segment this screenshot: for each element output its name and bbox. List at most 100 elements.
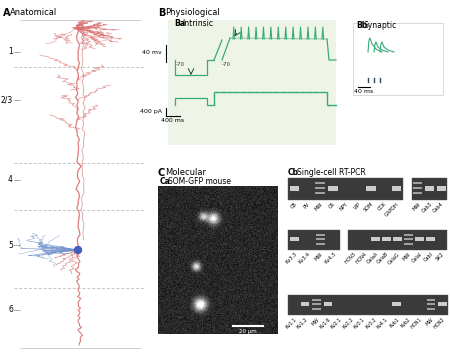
Text: Kvb1: Kvb1: [388, 317, 400, 328]
Bar: [382, 237, 391, 241]
Bar: [168, 20, 336, 145]
Text: CaIaA: CaIaA: [365, 252, 379, 265]
Text: 20 μm: 20 μm: [239, 329, 257, 334]
Bar: [404, 234, 413, 236]
Text: NPY: NPY: [339, 201, 349, 212]
Text: 400 pA: 400 pA: [140, 109, 162, 115]
Circle shape: [75, 247, 81, 253]
Text: HCN4: HCN4: [355, 252, 368, 265]
Bar: [301, 302, 310, 306]
Text: Cab3: Cab3: [420, 201, 433, 214]
Bar: [404, 243, 413, 245]
Bar: [315, 238, 325, 240]
Text: Single-cell RT-PCR: Single-cell RT-PCR: [297, 168, 366, 177]
Text: CB: CB: [289, 201, 298, 210]
Bar: [425, 186, 434, 191]
Bar: [437, 186, 446, 191]
Text: Kv3.3: Kv3.3: [284, 252, 298, 265]
Text: 6: 6: [8, 306, 13, 314]
Text: Kv1.6: Kv1.6: [319, 317, 332, 330]
Bar: [414, 182, 422, 185]
Text: Kv2.2: Kv2.2: [342, 317, 355, 330]
Text: Kv3.1: Kv3.1: [353, 317, 366, 330]
Bar: [289, 186, 299, 191]
Text: Molecular: Molecular: [165, 168, 206, 177]
Text: 40 mv: 40 mv: [142, 50, 162, 55]
Text: Kv2.1: Kv2.1: [330, 317, 343, 330]
Text: 2/3: 2/3: [1, 95, 13, 104]
Bar: [427, 299, 435, 301]
Text: 1: 1: [8, 47, 13, 56]
Bar: [393, 237, 402, 241]
Text: 5: 5: [8, 241, 13, 250]
Bar: [414, 192, 422, 194]
Bar: [438, 302, 447, 306]
Bar: [353, 23, 443, 95]
Bar: [315, 187, 325, 189]
Text: MW: MW: [313, 201, 324, 212]
Text: HCN2: HCN2: [433, 317, 446, 330]
Text: MW: MW: [411, 201, 421, 212]
Text: HCN1: HCN1: [410, 317, 423, 330]
Text: Kv4.1: Kv4.1: [376, 317, 389, 330]
Bar: [415, 237, 424, 241]
Text: PV: PV: [303, 201, 310, 210]
Text: -70: -70: [222, 62, 231, 67]
Bar: [315, 182, 325, 185]
Bar: [427, 303, 435, 305]
Text: MW: MW: [310, 317, 320, 326]
Text: GAPDH: GAPDH: [384, 201, 400, 218]
Text: CR: CR: [328, 201, 336, 210]
Text: B: B: [158, 8, 166, 18]
Bar: [414, 187, 422, 189]
Bar: [328, 186, 338, 191]
Bar: [288, 230, 340, 250]
Bar: [348, 230, 447, 250]
Text: CabI: CabI: [423, 252, 434, 263]
Text: Anatomical: Anatomical: [10, 8, 57, 17]
Text: Physiological: Physiological: [165, 8, 220, 17]
Text: MW: MW: [314, 252, 324, 262]
Text: 400 ms: 400 ms: [162, 118, 184, 123]
Bar: [404, 238, 413, 240]
Bar: [288, 178, 403, 200]
Text: Ca: Ca: [160, 177, 171, 186]
Bar: [392, 186, 401, 191]
Text: Synaptic: Synaptic: [364, 21, 397, 30]
Bar: [315, 234, 325, 236]
Bar: [412, 178, 447, 200]
Text: SOM-GFP mouse: SOM-GFP mouse: [168, 177, 231, 186]
Text: VIP: VIP: [353, 201, 362, 211]
Text: SK2: SK2: [435, 252, 445, 262]
Text: C: C: [158, 168, 165, 178]
Text: HCN3: HCN3: [344, 252, 357, 265]
Text: Kv4.3: Kv4.3: [324, 252, 337, 265]
Text: SOM: SOM: [363, 201, 374, 213]
Bar: [366, 186, 376, 191]
Bar: [427, 308, 435, 310]
Bar: [315, 192, 325, 194]
Text: Kv3.4: Kv3.4: [297, 252, 311, 265]
Bar: [312, 303, 321, 305]
Text: Kvb2: Kvb2: [400, 317, 412, 328]
Text: CCK: CCK: [377, 201, 387, 212]
Bar: [392, 302, 401, 306]
Text: Intrinsic: Intrinsic: [182, 19, 213, 28]
Text: Ba: Ba: [174, 19, 185, 28]
Text: -70: -70: [176, 62, 185, 67]
Text: CaIaI: CaIaI: [411, 252, 423, 264]
Bar: [315, 243, 325, 245]
Text: Kv1.1: Kv1.1: [284, 317, 297, 330]
Text: CaIaG: CaIaG: [387, 252, 401, 265]
Text: CaIaB: CaIaB: [376, 252, 390, 265]
Bar: [324, 302, 333, 306]
Text: Bb: Bb: [356, 21, 367, 30]
Text: Kv3.2: Kv3.2: [364, 317, 377, 330]
Bar: [312, 308, 321, 310]
Bar: [312, 299, 321, 301]
Text: 4: 4: [8, 176, 13, 185]
Text: 40 ms: 40 ms: [355, 89, 374, 94]
Text: MW: MW: [425, 317, 434, 326]
Text: A: A: [3, 8, 10, 18]
Bar: [288, 295, 448, 315]
